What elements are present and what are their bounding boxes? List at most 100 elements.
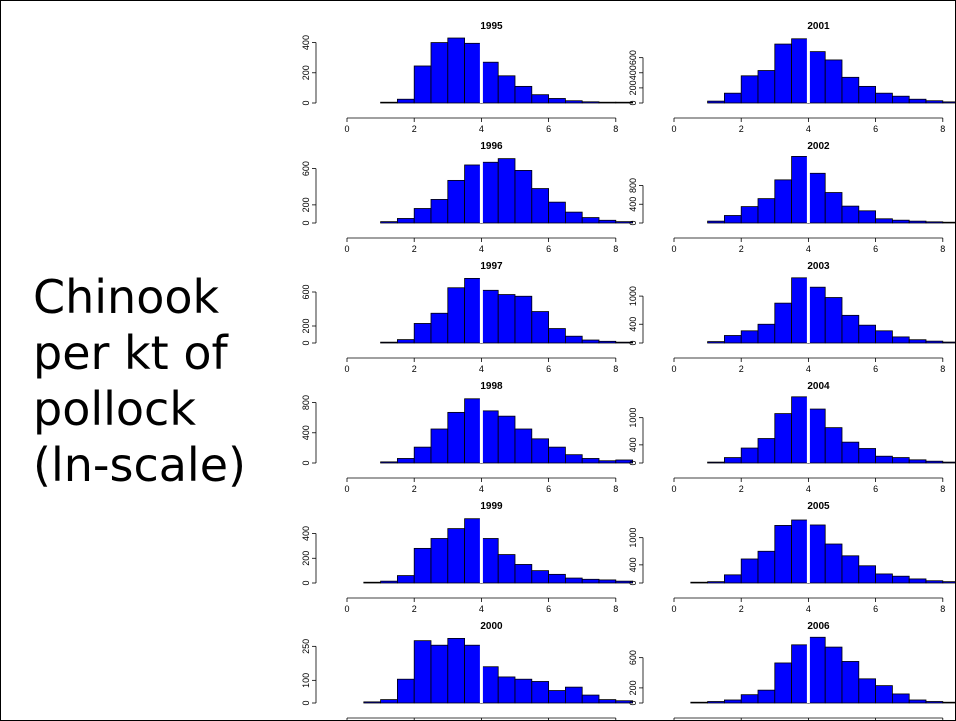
histogram-bar — [447, 528, 465, 584]
x-tick-label: 0 — [344, 244, 349, 254]
histogram-bar — [740, 75, 759, 104]
histogram-bar — [774, 179, 792, 224]
histogram-bar — [875, 455, 893, 464]
histogram-bar — [598, 219, 617, 224]
histogram-bar — [363, 581, 381, 584]
histogram-bar — [565, 686, 583, 704]
caption-line-1: Chinook — [33, 270, 220, 324]
histogram-bar — [724, 574, 742, 584]
histogram-bar — [774, 43, 792, 104]
histogram-bar — [615, 700, 633, 704]
histogram-bar — [396, 98, 415, 104]
y-tick-label: 1000 — [628, 408, 638, 428]
histogram-bar — [447, 287, 465, 344]
histogram-bar — [581, 217, 600, 224]
histogram-bar — [808, 286, 826, 344]
histogram-bar — [757, 689, 776, 704]
histogram-bar — [791, 519, 809, 584]
x-tick-label: 6 — [546, 604, 551, 614]
chart-title: 2006 — [807, 621, 830, 632]
y-tick-label: 0 — [628, 460, 638, 465]
histogram-bar — [942, 461, 955, 464]
histogram-bar — [824, 543, 843, 584]
histogram-bar — [548, 573, 566, 584]
histogram-bar — [565, 211, 583, 224]
histogram-bar — [908, 699, 927, 704]
x-tick-label: 6 — [546, 124, 551, 134]
histogram-bar — [808, 408, 826, 464]
x-tick-label: 8 — [940, 484, 945, 494]
histogram-bar — [447, 638, 465, 704]
histogram-bar — [858, 210, 876, 224]
histogram-bar — [757, 550, 776, 584]
chart-title: 2003 — [807, 261, 830, 272]
x-tick-label: 0 — [344, 604, 349, 614]
y-tick-label: 200 — [301, 197, 311, 212]
histogram-bar — [480, 666, 499, 704]
x-tick-label: 6 — [873, 364, 878, 374]
histogram-bar — [791, 277, 809, 344]
histogram-bar — [615, 580, 633, 584]
histogram-bar — [380, 101, 398, 104]
histogram-bar — [615, 459, 633, 464]
histogram-bar — [925, 100, 944, 104]
panel-1998: 1998 0 2 4 6 8 0 400 800 — [301, 381, 633, 494]
histogram-bar — [531, 681, 549, 704]
histogram-bar — [690, 701, 708, 704]
histogram-bar — [464, 164, 482, 224]
x-tick-label: 6 — [546, 484, 551, 494]
chart-title: 2005 — [807, 501, 830, 512]
x-tick-label: 8 — [613, 124, 618, 134]
x-tick-label: 0 — [344, 124, 349, 134]
histogram-bar — [841, 661, 860, 704]
histogram-bar — [808, 51, 826, 104]
histogram-bar — [892, 95, 910, 104]
histogram-bar — [740, 206, 759, 224]
histogram-bar — [514, 428, 533, 464]
histogram-bar — [774, 525, 792, 584]
histogram-bar — [598, 579, 617, 584]
histogram-bar — [581, 694, 600, 704]
x-tick-label: 8 — [613, 244, 618, 254]
caption-line-2: per kt of — [33, 326, 228, 380]
x-tick-label: 4 — [806, 124, 811, 134]
x-tick-label: 4 — [479, 364, 484, 374]
histogram-bar — [430, 312, 449, 344]
panel-2006: 2006024680200600 — [628, 621, 955, 720]
y-tick-label: 600 — [628, 650, 638, 665]
histogram-bar — [858, 565, 876, 584]
histogram-bar — [480, 289, 499, 344]
histogram-bar — [724, 457, 742, 464]
slide-caption: Chinook per kt of pollock (ln-scale) — [33, 269, 293, 493]
histogram-bar — [380, 461, 398, 464]
histogram-bar — [740, 694, 759, 704]
histogram-bar — [875, 218, 893, 224]
x-tick-label: 4 — [806, 604, 811, 614]
y-tick-label: 400 — [301, 35, 311, 50]
histogram-bar — [774, 662, 792, 704]
y-tick-label: 800 — [628, 178, 638, 193]
histogram-bar — [724, 699, 742, 704]
histogram-bar — [363, 701, 381, 704]
y-tick-label: 0 — [301, 220, 311, 225]
histogram-bar — [413, 547, 432, 584]
histogram-bar — [464, 42, 482, 104]
histogram-bar — [430, 428, 449, 464]
histogram-bar — [380, 341, 398, 344]
histogram-bar — [598, 699, 617, 704]
histogram-bar — [514, 564, 533, 584]
x-tick-label: 8 — [613, 484, 618, 494]
panel-2003: 2003 0 2 4 6 8 0 400 1000 — [628, 261, 955, 374]
x-tick-label: 0 — [671, 484, 676, 494]
x-tick-label: 8 — [940, 244, 945, 254]
histogram-bar — [430, 538, 449, 584]
histogram-bar — [447, 37, 465, 104]
histogram-bar — [514, 85, 533, 104]
x-tick-label: 6 — [873, 484, 878, 494]
x-tick-label: 2 — [412, 604, 417, 614]
histogram-bar — [892, 457, 910, 464]
histogram-bar — [774, 413, 792, 464]
x-tick-label: 4 — [806, 364, 811, 374]
histogram-bar — [824, 297, 843, 344]
